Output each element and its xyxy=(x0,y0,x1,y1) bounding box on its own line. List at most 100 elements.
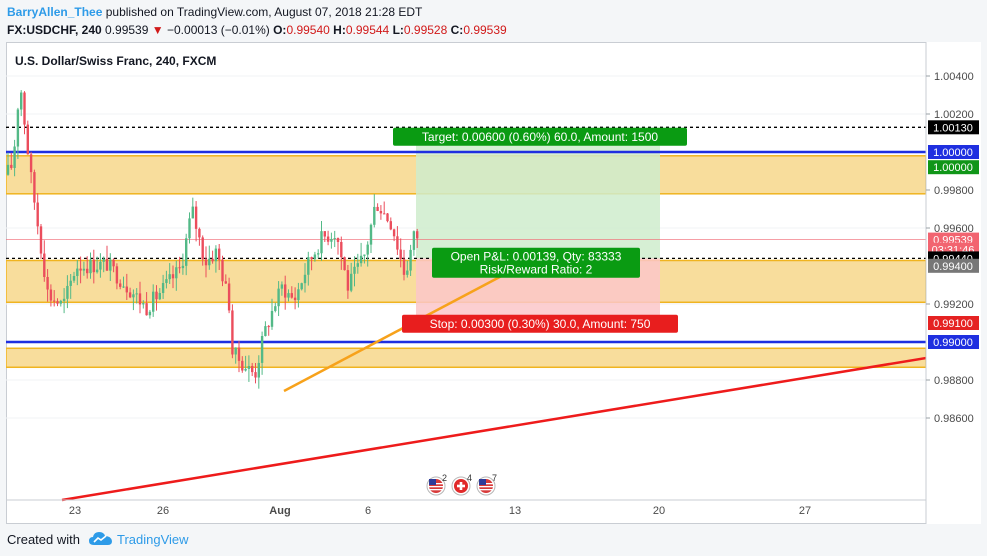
candle-body xyxy=(336,238,340,242)
candle-body xyxy=(277,288,280,307)
price-tick-label: 0.98600 xyxy=(934,413,974,425)
candle-body xyxy=(264,326,267,337)
candle-body xyxy=(313,254,317,260)
candle-body xyxy=(23,92,26,125)
candle-body xyxy=(62,298,66,301)
candle-body xyxy=(6,164,10,175)
position-labels-layer: Target: 0.00600 (0.60%) 60.0, Amount: 15… xyxy=(393,127,687,333)
candle-body xyxy=(16,109,20,147)
open-value: 0.99540 xyxy=(286,23,330,37)
candle-body xyxy=(376,206,379,211)
candle-body xyxy=(211,258,214,262)
down-arrow-icon: ▼ xyxy=(151,23,164,37)
candle-body xyxy=(293,297,297,301)
candle-body xyxy=(155,291,158,300)
candle-body xyxy=(231,310,234,355)
candle-body xyxy=(297,289,300,301)
low-value: 0.99528 xyxy=(403,23,448,37)
pnl-label-text: Risk/Reward Ratio: 2 xyxy=(480,262,593,276)
target-label-bg xyxy=(393,127,687,146)
close-value: 0.99539 xyxy=(463,23,507,37)
time-tick-label: 23 xyxy=(69,505,81,517)
candle-body xyxy=(171,274,175,279)
candle-body xyxy=(396,236,399,250)
tradingview-link[interactable]: TradingView xyxy=(117,532,189,547)
events-layer[interactable]: 2 4 7 xyxy=(426,473,497,496)
candle-body xyxy=(208,258,211,266)
candle-body xyxy=(333,238,336,240)
candle-body xyxy=(369,224,373,245)
candle-body xyxy=(323,231,326,237)
candle-body xyxy=(29,154,33,173)
candle-body xyxy=(247,365,251,369)
candle-body xyxy=(392,229,396,237)
candle-body xyxy=(300,283,303,290)
price-badge-label: 0.99400 xyxy=(933,261,973,273)
candle-body xyxy=(56,301,59,304)
candle-body xyxy=(353,266,356,274)
candle-body xyxy=(218,248,221,260)
candle-body xyxy=(49,289,53,301)
author-link[interactable]: BarryAllen_Thee xyxy=(7,5,103,19)
flag-canton xyxy=(479,479,486,485)
candle-body xyxy=(359,255,363,264)
tradingview-cloud-icon[interactable] xyxy=(88,530,114,548)
candle-body xyxy=(383,213,386,215)
price-badge xyxy=(928,316,979,330)
candle-body xyxy=(191,206,194,219)
candle-body xyxy=(99,261,102,270)
candle-body xyxy=(389,221,392,230)
candle-body xyxy=(366,244,369,255)
time-tick-label: 27 xyxy=(799,505,811,517)
candle-body xyxy=(274,306,277,311)
candle-body xyxy=(412,231,416,250)
price-chart[interactable]: Target: 0.00600 (0.60%) 60.0, Amount: 15… xyxy=(6,42,981,524)
price-change: −0.00013 (−0.01%) xyxy=(167,23,270,37)
price-badge-label: 1.00130 xyxy=(933,122,973,134)
published-text: published on TradingView.com, August 07,… xyxy=(105,5,423,19)
swiss-flag-icon[interactable]: 4 xyxy=(451,473,472,496)
price-badge xyxy=(928,258,979,273)
price-tick-label: 0.98800 xyxy=(934,375,974,387)
symbol-line: FX:USDCHF, 240 0.99539 ▼ −0.00013 (−0.01… xyxy=(7,23,507,37)
candle-body xyxy=(175,267,178,279)
candle-body xyxy=(112,259,115,267)
open-label: O: xyxy=(273,23,287,37)
low-label: L: xyxy=(392,23,404,37)
price-badge xyxy=(928,120,979,135)
candle-body xyxy=(82,268,86,271)
flag-stripe xyxy=(429,489,443,491)
candle-body xyxy=(105,258,109,271)
time-tick-label: 13 xyxy=(509,505,521,517)
price-tick-label: 1.00400 xyxy=(934,71,974,83)
candle-body xyxy=(290,293,293,298)
candle-body xyxy=(53,300,56,302)
price-tick-label: 0.99200 xyxy=(934,299,974,311)
candle-body xyxy=(379,210,383,214)
candle-body xyxy=(168,274,171,280)
candle-body xyxy=(330,238,333,242)
candle-body xyxy=(373,206,376,225)
price-axis: 1.00400 1.00200 0.99800 0.99600 0.99200 0.988… xyxy=(925,42,981,524)
candle-body xyxy=(310,257,313,260)
position-layer xyxy=(416,144,660,316)
price-badge-label: 0.99000 xyxy=(933,337,973,349)
candle-body xyxy=(132,294,135,298)
candle-body xyxy=(363,254,366,256)
symbol-label: FX:USDCHF, 240 xyxy=(7,23,102,37)
flag-stripe xyxy=(479,486,493,488)
candle-body xyxy=(254,372,257,378)
event-count: 2 xyxy=(442,473,447,483)
candle-body xyxy=(198,228,201,238)
price-badge-label: 1.00000 xyxy=(933,162,973,174)
price-badge-label: 1.00000 xyxy=(933,147,973,159)
time-tick-label: 26 xyxy=(157,505,169,517)
price-badge xyxy=(928,145,979,159)
us-flag-icon[interactable]: 7 xyxy=(476,473,497,496)
candle-body xyxy=(36,202,39,227)
candle-body xyxy=(161,283,165,293)
flag-canton xyxy=(429,479,436,485)
candle-body xyxy=(340,241,343,258)
us-flag-icon[interactable]: 2 xyxy=(426,473,447,496)
candle-body xyxy=(188,218,191,239)
